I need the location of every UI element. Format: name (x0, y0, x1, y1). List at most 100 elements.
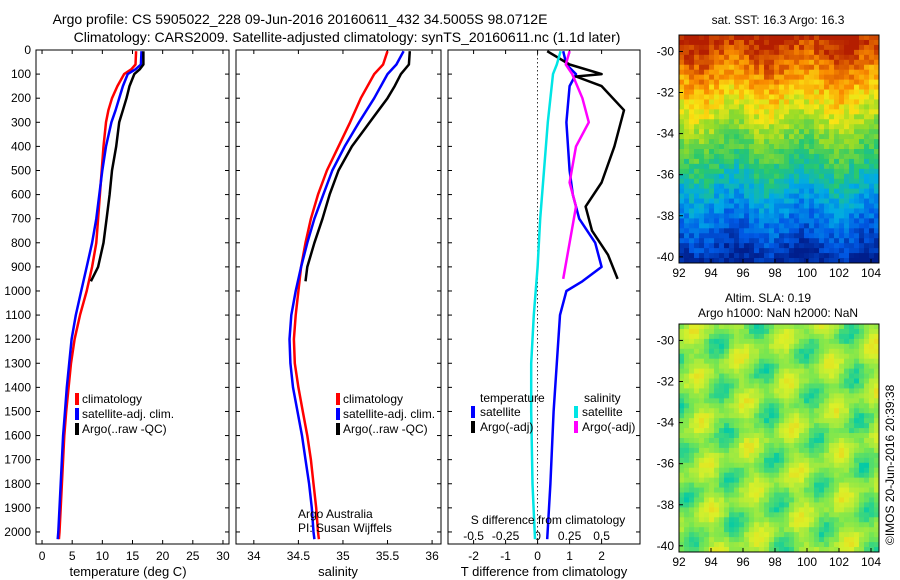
heatmap-cell (789, 532, 795, 538)
heatmap-cell (759, 173, 765, 180)
heatmap-cell (739, 233, 745, 239)
heatmap-cell (839, 139, 845, 145)
heatmap-cell (774, 328, 780, 335)
heatmap-cell (694, 358, 700, 365)
heatmap-cell (749, 253, 755, 259)
heatmap-cell (854, 447, 860, 454)
heatmap-cell (709, 109, 715, 115)
heatmap-cell (769, 253, 775, 259)
heatmap-cell (824, 447, 830, 454)
heatmap-cell (709, 228, 715, 234)
heatmap-cell (734, 408, 740, 414)
heatmap-cell (754, 373, 760, 379)
heatmap-cell (764, 368, 770, 374)
heatmap-cell (834, 462, 840, 469)
heatmap-cell (804, 433, 810, 439)
heatmap-cell (744, 253, 750, 259)
sst-map-title: sat. SST: 16.3 Argo: 16.3 (712, 13, 845, 27)
x-tick-label: 34.5 (287, 549, 311, 563)
heatmap-cell (839, 472, 845, 479)
heatmap-cell (729, 542, 735, 548)
heatmap-cell (829, 497, 835, 503)
heatmap-cell (799, 343, 805, 350)
x-tick-label: 10 (96, 549, 110, 563)
heatmap-cell (719, 144, 725, 150)
heatmap-cell (714, 218, 720, 224)
heatmap-cell (779, 393, 785, 399)
heatmap-cell (764, 104, 770, 110)
heatmap-cell (799, 452, 805, 459)
heatmap-cell (874, 363, 880, 370)
heatmap-cell (844, 109, 850, 115)
heatmap-cell (809, 173, 815, 180)
heatmap-cell (699, 74, 705, 81)
heatmap-cell (869, 79, 875, 85)
series-salinity-satellite (529, 50, 562, 540)
heatmap-cell (874, 74, 880, 81)
heatmap-cell (739, 213, 745, 219)
heatmap-cell (774, 193, 780, 199)
heatmap-cell (784, 258, 790, 264)
heatmap-cell (779, 74, 785, 81)
map-x-tick-label: 100 (797, 555, 817, 569)
heatmap-cell (809, 343, 815, 350)
heatmap-cell (679, 178, 685, 185)
heatmap-cell (709, 223, 715, 229)
heatmap-cell (829, 353, 835, 360)
heatmap-cell (869, 144, 875, 150)
heatmap-cell (799, 79, 805, 85)
heatmap-cell (779, 158, 785, 165)
heatmap-cell (874, 213, 880, 219)
heatmap-cell (684, 168, 690, 175)
heatmap-cell (724, 457, 730, 464)
heatmap-cell (789, 35, 795, 41)
heatmap-cell (709, 477, 715, 484)
heatmap-cell (689, 69, 695, 76)
heatmap-cell (804, 94, 810, 100)
heatmap-cell (874, 198, 880, 204)
heatmap-cell (809, 373, 815, 379)
heatmap-cell (859, 462, 865, 469)
heatmap-cell (784, 109, 790, 115)
heatmap-cell (714, 338, 720, 345)
heatmap-cell (804, 69, 810, 76)
heatmap-cell (784, 398, 790, 404)
heatmap-cell (774, 94, 780, 100)
heatmap-cell (784, 89, 790, 95)
heatmap-cell (744, 158, 750, 165)
heatmap-cell (749, 542, 755, 548)
heatmap-cell (834, 198, 840, 204)
heatmap-cell (859, 368, 865, 374)
heatmap-cell (739, 482, 745, 488)
heatmap-cell (719, 447, 725, 454)
heatmap-cell (854, 178, 860, 185)
y-tick-label: 2000 (4, 525, 31, 539)
heatmap-cell (739, 54, 745, 61)
heatmap-cell (814, 134, 820, 140)
heatmap-cell (789, 522, 795, 528)
heatmap-cell (849, 59, 855, 66)
heatmap-cell (779, 35, 785, 41)
heatmap-cell (729, 517, 735, 523)
heatmap-cell (784, 408, 790, 414)
heatmap-cell (739, 124, 745, 130)
heatmap-cell (704, 338, 710, 345)
heatmap-cell (769, 457, 775, 464)
heatmap-cell (804, 328, 810, 335)
heatmap-cell (714, 228, 720, 234)
heatmap-cell (719, 328, 725, 335)
heatmap-cell (774, 49, 780, 56)
heatmap-cell (699, 358, 705, 365)
heatmap-cell (714, 482, 720, 488)
heatmap-cell (814, 158, 820, 165)
heatmap-cell (684, 333, 690, 340)
heatmap-cell (864, 408, 870, 414)
heatmap-cell (744, 74, 750, 81)
heatmap-cell (744, 39, 750, 46)
heatmap-cell (764, 358, 770, 365)
heatmap-cell (849, 383, 855, 389)
heatmap-cell (699, 338, 705, 345)
heatmap-cell (729, 39, 735, 46)
heatmap-cell (694, 35, 700, 41)
heatmap-cell (779, 467, 785, 474)
